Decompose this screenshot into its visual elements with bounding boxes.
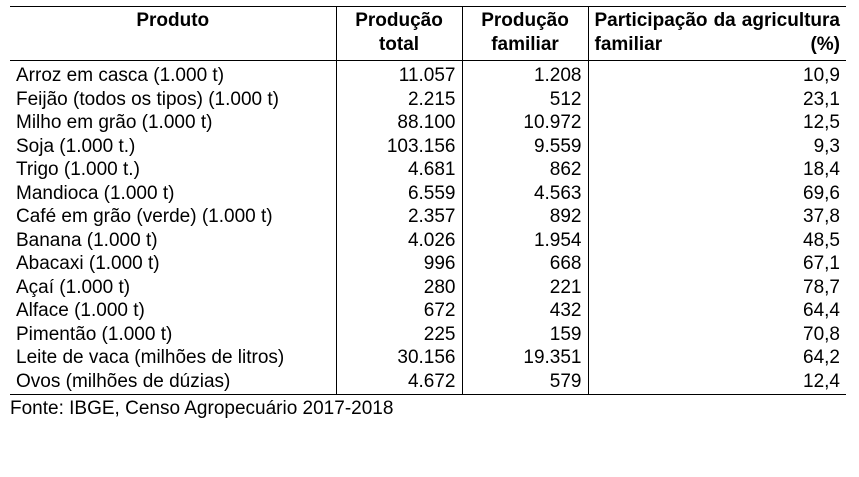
cell-produto: Trigo (1.000 t.) <box>16 159 140 180</box>
table-row: Açaí (1.000 t) 280 221 78,7 <box>10 275 846 299</box>
cell-produto: Ovos (milhões de dúzias) <box>10 369 336 395</box>
cell-produto: Abacaxi (1.000 t) <box>16 253 160 274</box>
header-participacao: Participação da agricultura familiar (%) <box>587 6 846 61</box>
cell-producao-familiar: 432 <box>461 299 588 323</box>
cell-participacao: 48,5 <box>587 228 846 252</box>
table-row: Feijão (todos os tipos) (1.000 t) 2.215 51… <box>10 87 846 111</box>
cell-producao-total: 4.026 <box>335 228 462 252</box>
cell-producao-total: 6.559 <box>335 181 462 205</box>
cell-produto: Mandioca (1.000 t) <box>16 182 175 204</box>
cell-producao-total: 103.156 <box>335 134 462 158</box>
cell-producao-total: 672 <box>335 299 462 323</box>
cell-producao-total: 225 <box>335 322 462 346</box>
cell-participacao: 67,1 <box>587 252 846 276</box>
cell-participacao: 9,3 <box>587 134 846 158</box>
header-produto: Produto <box>10 6 336 61</box>
table-row: Café em grão (verde) (1.000 t) 2.357 892 37… <box>10 205 846 229</box>
table-row: Leite de vaca (milhões de litros) 30.156 1… <box>10 346 846 370</box>
table-row: Mandioca (1.000 t) 6.559 4.563 69,6 <box>10 181 846 205</box>
cell-producao-total: 2.215 <box>335 87 462 111</box>
cell-produto: Alface (1.000 t) <box>16 300 145 321</box>
cell-producao-familiar: 221 <box>461 275 588 299</box>
table-row: Alface (1.000 t) 672 432 64,4 <box>10 299 846 323</box>
table-row: Pimentão (1.000 t) 225 159 70,8 <box>10 322 846 346</box>
table-body: Arroz em casca (1.000 t) 11.057 1.208 10,9 F… <box>10 60 846 395</box>
cell-participacao: 78,7 <box>587 275 846 299</box>
cell-participacao: 64,4 <box>587 299 846 323</box>
cell-producao-total: 88.100 <box>335 111 462 135</box>
cell-producao-familiar: 668 <box>461 252 588 276</box>
table-row: Soja (1.000 t.) 103.156 9.559 9,3 <box>10 134 846 158</box>
table-row: Milho em grão (1.000 t) 88.100 10.972 12,5 <box>10 111 846 135</box>
cell-producao-familiar: 9.559 <box>461 134 588 158</box>
cell-producao-total: 2.357 <box>335 205 462 229</box>
table-row: Arroz em casca (1.000 t) 11.057 1.208 10,9 <box>10 60 846 88</box>
cell-produto: Açaí (1.000 t) <box>16 276 131 298</box>
cell-producao-familiar: 862 <box>461 158 588 182</box>
cell-participacao: 23,1 <box>587 87 846 111</box>
cell-participacao: 12,4 <box>587 369 846 395</box>
header-producao-total: Produção total <box>335 6 462 61</box>
cell-produto: Milho em grão (1.000 t) <box>16 112 213 133</box>
cell-participacao: 18,4 <box>587 158 846 182</box>
cell-producao-familiar: 579 <box>461 369 588 395</box>
cell-produto: Café em grão (verde) (1.000 t) <box>16 206 273 227</box>
cell-producao-total: 11.057 <box>335 60 462 88</box>
cell-participacao: 69,6 <box>587 181 846 205</box>
cell-producao-familiar: 1.208 <box>461 60 588 88</box>
cell-produto: Leite de vaca (milhões de litros) <box>16 347 285 368</box>
cell-producao-familiar: 892 <box>461 205 588 229</box>
source-note: Fonte: IBGE, Censo Agropecuário 2017-201… <box>10 398 394 419</box>
production-table: Produto Produção total Produção familiar… <box>10 6 846 395</box>
cell-participacao: 70,8 <box>587 322 846 346</box>
cell-produto: Banana (1.000 t) <box>16 229 158 251</box>
table-header-row: Produto Produção total Produção familiar… <box>10 6 846 61</box>
cell-produto: Feijão (todos os tipos) (1.000 t) <box>16 88 279 110</box>
table-row: Ovos (milhões de dúzias) 4.672 579 12,4 <box>10 369 846 395</box>
cell-producao-familiar: 512 <box>461 87 588 111</box>
cell-produto: Arroz em casca (1.000 t) <box>16 65 225 86</box>
cell-producao-familiar: 4.563 <box>461 181 588 205</box>
cell-producao-familiar: 1.954 <box>461 228 588 252</box>
table-row: Abacaxi (1.000 t) 996 668 67,1 <box>10 252 846 276</box>
table-row: Trigo (1.000 t.) 4.681 862 18,4 <box>10 158 846 182</box>
cell-producao-familiar: 10.972 <box>461 111 588 135</box>
cell-producao-total: 30.156 <box>335 346 462 370</box>
cell-producao-familiar: 159 <box>461 322 588 346</box>
cell-producao-total: 4.672 <box>335 369 462 395</box>
document: Produto Produção total Produção familiar… <box>10 6 846 420</box>
table-row: Banana (1.000 t) 4.026 1.954 48,5 <box>10 228 846 252</box>
cell-participacao: 64,2 <box>587 346 846 370</box>
cell-producao-total: 996 <box>335 252 462 276</box>
header-producao-familiar: Produção familiar <box>461 6 588 61</box>
cell-producao-total: 4.681 <box>335 158 462 182</box>
cell-producao-familiar: 19.351 <box>461 346 588 370</box>
cell-participacao: 37,8 <box>587 205 846 229</box>
cell-produto: Soja (1.000 t.) <box>16 135 136 157</box>
cell-produto: Pimentão (1.000 t) <box>16 323 173 345</box>
cell-participacao: 10,9 <box>587 60 846 88</box>
cell-producao-total: 280 <box>335 275 462 299</box>
cell-participacao: 12,5 <box>587 111 846 135</box>
